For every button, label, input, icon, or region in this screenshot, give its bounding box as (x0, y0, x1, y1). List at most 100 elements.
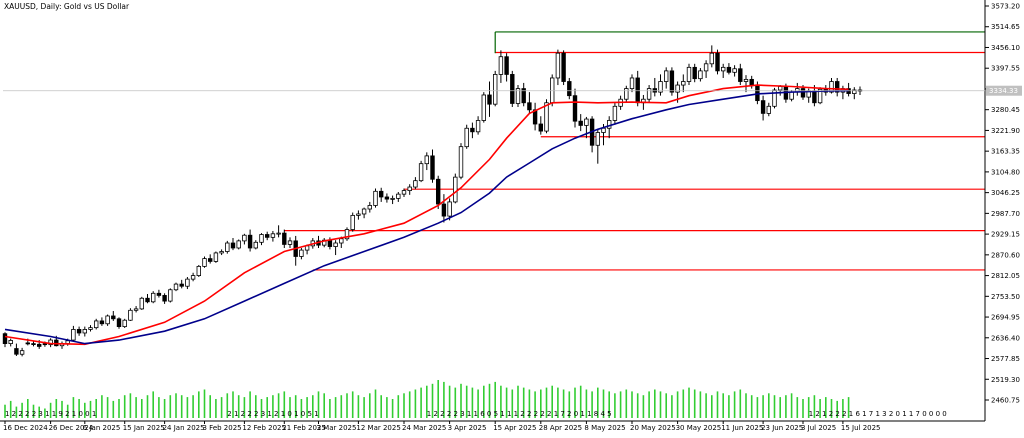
timeline-group-label: 1 2 1 2 2 2 1 6 1 7 1 3 2 0 1 1 7 0 0 0 … (809, 410, 947, 418)
candle-body (481, 94, 486, 121)
price-tick-label: 3280.45 (991, 106, 1020, 114)
candle-body (31, 343, 36, 345)
time-tick-label: 6 Jan 2025 (83, 424, 121, 432)
candle-body (800, 88, 806, 98)
candle-body (236, 240, 241, 249)
candle-body (424, 155, 429, 165)
candle-body (532, 109, 538, 125)
candle-body (487, 94, 492, 105)
candle-body (612, 105, 618, 121)
candle-body (789, 91, 794, 100)
price-tick-label: 2812.05 (991, 272, 1020, 280)
candle-body (156, 292, 162, 296)
candle-body (441, 203, 447, 217)
candle-body (555, 52, 561, 79)
candle-body (230, 242, 236, 249)
candle-body (122, 319, 127, 327)
candle-body (99, 320, 105, 325)
price-tick-label: 2636.40 (991, 334, 1020, 342)
candle-body (128, 309, 133, 321)
candle-body (458, 146, 464, 178)
candle-body (14, 348, 19, 355)
candle-body (82, 329, 87, 334)
candle-body (510, 74, 515, 104)
candle-body (527, 102, 532, 111)
moving-average-line (4, 89, 849, 345)
candle-body (88, 327, 93, 330)
candle-body (207, 258, 213, 262)
candle-body (356, 213, 361, 216)
candle-body (829, 81, 834, 93)
candle-body (116, 318, 122, 327)
candle-body (646, 88, 652, 100)
candle-body (698, 70, 703, 80)
candle-body (561, 52, 566, 82)
price-tick-label: 2929.15 (991, 231, 1020, 239)
candle-body (447, 201, 452, 217)
candle-body (435, 178, 441, 205)
candle-body (669, 70, 675, 93)
candle-body (37, 343, 42, 347)
candle-body (242, 234, 247, 242)
time-tick-label: 11 Jun 2025 (721, 424, 763, 432)
candle-body (578, 120, 583, 126)
price-tick-label: 2577.85 (991, 355, 1020, 363)
candle-body (150, 292, 156, 303)
candle-body (498, 56, 504, 75)
candle-body (373, 190, 378, 206)
price-tick-label: 3456.10 (991, 44, 1020, 52)
timeline-group-label: 1 2 2 2 2 3 1 1 9 2 1 0 0 1 (5, 410, 96, 418)
candle-body (407, 186, 412, 191)
candle-body (515, 88, 521, 104)
candle-body (105, 315, 110, 325)
candle-body (2, 333, 8, 344)
time-tick-label: 12 Feb 2025 (242, 424, 286, 432)
chart-title: XAUUSD, Daily: Gold vs US Dollar (4, 2, 130, 11)
candle-body (339, 238, 344, 244)
candle-body (475, 120, 481, 133)
candle-body (173, 283, 179, 291)
candle-body (185, 278, 190, 287)
candle-body (299, 249, 304, 257)
candle-body (190, 275, 196, 280)
time-tick-label: 8 May 2025 (584, 424, 625, 432)
timeline-group-label: 2 1 2 2 2 3 1 2 1 0 1 0 5 1 (227, 410, 318, 418)
time-tick-label: 16 Dec 2024 (3, 424, 48, 432)
candle-body (470, 127, 475, 133)
candle-body (453, 176, 458, 203)
candle-body (139, 297, 144, 310)
candle-body (738, 68, 743, 82)
time-tick-label: 28 Apr 2025 (539, 424, 582, 432)
price-tick-label: 2460.75 (991, 397, 1020, 405)
candle-body (835, 81, 840, 93)
price-tick-label: 3397.55 (991, 65, 1020, 73)
price-tick-label: 3104.80 (991, 168, 1020, 176)
candle-body (504, 56, 509, 75)
time-tick-label: 12 Mar 2025 (356, 424, 400, 432)
candle-body (396, 193, 401, 199)
candle-body (743, 78, 749, 82)
time-tick-label: 3 Mar 2025 (317, 424, 357, 432)
price-tick-label: 2694.95 (991, 314, 1020, 322)
candle-body (71, 329, 76, 341)
candle-body (601, 127, 606, 133)
candle-body (567, 81, 572, 97)
candle-body (344, 229, 350, 240)
price-tick-label: 3573.20 (991, 3, 1020, 11)
candle-body (54, 339, 59, 347)
candle-body (521, 88, 526, 104)
price-tick-label: 2987.70 (991, 210, 1020, 218)
candle-body (111, 315, 116, 320)
candle-body (133, 308, 139, 311)
candle-body (492, 74, 498, 105)
candle-body (270, 233, 276, 238)
time-tick-label: 3 Apr 2025 (448, 424, 487, 432)
candle-body (282, 232, 287, 245)
price-tick-label: 3046.25 (991, 189, 1020, 197)
time-tick-label: 21 Feb 2025 (282, 424, 326, 432)
candle-body (852, 89, 857, 94)
candle-body (817, 88, 823, 104)
candle-body (749, 78, 754, 86)
candle-body (766, 105, 771, 114)
candle-body (760, 100, 766, 114)
